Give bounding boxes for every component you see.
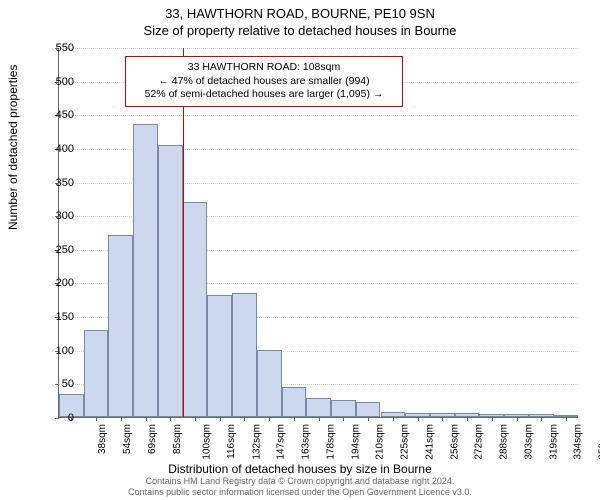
x-tick-label: 194sqm [350, 424, 361, 460]
x-tick-label: 272sqm [474, 424, 485, 460]
histogram-bar [257, 350, 282, 417]
x-tick-label: 225sqm [400, 424, 411, 460]
chart-title-subtitle: Size of property relative to detached ho… [0, 21, 600, 38]
x-tick-label: 241sqm [424, 424, 435, 460]
x-tick-mark [566, 417, 567, 421]
x-tick-mark [442, 417, 443, 421]
x-tick-label: 178sqm [326, 424, 337, 460]
y-tick-label: 50 [44, 378, 74, 390]
x-tick-mark [146, 417, 147, 421]
gridline-h [59, 48, 578, 49]
annotation-line-1: 33 HAWTHORN ROAD: 108sqm [134, 61, 394, 75]
x-tick-mark [294, 417, 295, 421]
x-tick-mark [319, 417, 320, 421]
histogram-bar [84, 330, 109, 417]
histogram-bar [158, 145, 183, 417]
y-axis-label: Number of detached properties [6, 65, 20, 230]
x-tick-label: 100sqm [202, 424, 213, 460]
x-tick-label: 256sqm [449, 424, 460, 460]
x-tick-mark [343, 417, 344, 421]
y-tick-label: 300 [44, 210, 74, 222]
y-tick-label: 500 [44, 76, 74, 88]
annotation-line-2: ← 47% of detached houses are smaller (99… [134, 75, 394, 89]
attribution-line-2: Contains public sector information licen… [0, 487, 600, 498]
x-tick-mark [121, 417, 122, 421]
x-tick-label: 116sqm [226, 424, 237, 459]
y-tick-label: 150 [44, 311, 74, 323]
x-tick-label: 147sqm [276, 424, 287, 460]
x-tick-mark [418, 417, 419, 421]
x-tick-mark [269, 417, 270, 421]
annotation-line-3: 52% of semi-detached houses are larger (… [134, 88, 394, 102]
histogram-bar [207, 295, 232, 417]
y-tick-label: 350 [44, 177, 74, 189]
x-tick-label: 54sqm [122, 424, 133, 454]
x-tick-label: 319sqm [548, 424, 559, 460]
x-tick-label: 303sqm [523, 424, 534, 460]
histogram-bar [133, 124, 158, 417]
histogram-bar [331, 400, 356, 417]
histogram-bar [356, 402, 381, 417]
x-tick-mark [393, 417, 394, 421]
y-tick-label: 0 [44, 412, 74, 424]
x-tick-label: 85sqm [172, 424, 183, 454]
y-tick-label: 400 [44, 143, 74, 155]
attribution-line-1: Contains HM Land Registry data © Crown c… [0, 476, 600, 487]
x-axis-label: Distribution of detached houses by size … [0, 462, 600, 476]
x-tick-label: 38sqm [97, 424, 108, 454]
histogram-bar [282, 387, 307, 417]
x-tick-mark [517, 417, 518, 421]
x-tick-mark [96, 417, 97, 421]
histogram-bar [306, 398, 331, 417]
x-tick-mark [170, 417, 171, 421]
x-tick-label: 334sqm [573, 424, 584, 460]
annotation-box: 33 HAWTHORN ROAD: 108sqm← 47% of detache… [125, 56, 403, 107]
x-tick-mark [467, 417, 468, 421]
x-tick-mark [195, 417, 196, 421]
y-tick-label: 250 [44, 244, 74, 256]
chart-container: 33, HAWTHORN ROAD, BOURNE, PE10 9SN Size… [0, 0, 600, 500]
x-tick-mark [368, 417, 369, 421]
x-tick-label: 132sqm [251, 424, 262, 460]
histogram-bar [183, 202, 208, 417]
x-tick-mark [220, 417, 221, 421]
gridline-h [59, 115, 578, 116]
histogram-bar [108, 235, 133, 417]
y-tick-label: 450 [44, 109, 74, 121]
plot-area: 33 HAWTHORN ROAD: 108sqm← 47% of detache… [58, 48, 578, 418]
x-tick-label: 288sqm [499, 424, 510, 460]
x-tick-label: 69sqm [147, 424, 158, 454]
y-tick-label: 550 [44, 42, 74, 54]
y-tick-label: 200 [44, 277, 74, 289]
x-tick-mark [492, 417, 493, 421]
x-tick-label: 210sqm [375, 424, 386, 460]
chart-title-address: 33, HAWTHORN ROAD, BOURNE, PE10 9SN [0, 0, 600, 21]
y-tick-label: 100 [44, 345, 74, 357]
x-tick-mark [541, 417, 542, 421]
attribution-text: Contains HM Land Registry data © Crown c… [0, 476, 600, 498]
x-tick-mark [244, 417, 245, 421]
x-tick-label: 163sqm [301, 424, 312, 460]
histogram-bar [232, 293, 257, 417]
